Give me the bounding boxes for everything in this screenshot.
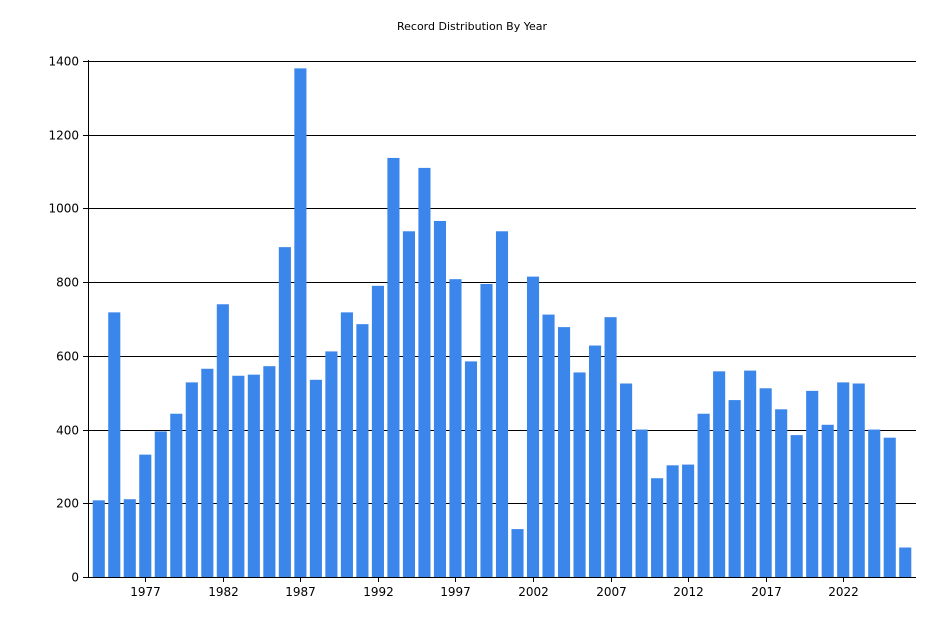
x-axis-ticks: 1977 1982 1987 1992 1997 2002 2007 2012 2017 2022 <box>130 577 859 599</box>
bar-1977 <box>139 454 152 577</box>
y-tick-label-200: 200 <box>56 497 79 511</box>
bar-2014 <box>713 371 726 577</box>
bar-2006 <box>589 345 602 577</box>
bar-2018 <box>775 409 788 577</box>
bar-2022 <box>837 382 850 577</box>
x-tick-label-2002: 2002 <box>518 585 549 599</box>
y-tick-label-400: 400 <box>56 424 79 438</box>
bar-2013 <box>697 413 710 577</box>
chart-title: Record Distribution By Year <box>397 20 547 33</box>
x-tick-label-2017: 2017 <box>751 585 782 599</box>
bar-1992 <box>371 285 384 577</box>
bar-2009 <box>635 429 648 577</box>
bar-2002 <box>526 276 540 577</box>
bar-2003 <box>542 314 555 577</box>
x-tick-label-1997: 1997 <box>440 585 471 599</box>
x-tick-label-1987: 1987 <box>285 585 316 599</box>
bar-1994 <box>402 231 415 577</box>
y-tick-label-1400: 1400 <box>48 55 79 69</box>
bars <box>92 68 912 578</box>
bar-1995 <box>418 167 431 577</box>
bar-2012 <box>682 464 695 577</box>
bar-1979 <box>170 413 183 577</box>
x-tick-label-2022: 2022 <box>828 585 859 599</box>
bar-1980 <box>185 382 198 577</box>
bar-2011 <box>666 465 679 577</box>
bar-2025 <box>883 437 896 577</box>
bar-2023 <box>852 383 865 577</box>
bar-1991 <box>356 324 369 577</box>
bar-1984 <box>247 374 260 577</box>
bar-2007 <box>604 317 617 577</box>
bar-1978 <box>154 431 167 577</box>
bar-2015 <box>728 400 741 577</box>
bar-1990 <box>340 312 353 577</box>
bar-2020 <box>806 390 819 577</box>
bar-2004 <box>557 327 571 577</box>
y-axis-ticks: 0 200 400 600 800 1000 1200 1400 <box>48 55 88 585</box>
bar-1997 <box>449 279 462 577</box>
bar-2019 <box>790 435 803 577</box>
bar-2005 <box>573 372 586 577</box>
y-tick-label-1000: 1000 <box>48 202 79 216</box>
bar-1989 <box>325 351 338 577</box>
bar-1981 <box>201 368 214 577</box>
bar-2021 <box>821 424 834 577</box>
bar-1986 <box>278 247 291 577</box>
bar-1993 <box>387 157 400 577</box>
axes <box>88 60 916 578</box>
bar-1996 <box>433 220 447 577</box>
bar-2024 <box>868 429 881 577</box>
x-tick-label-2007: 2007 <box>596 585 627 599</box>
y-tick-label-0: 0 <box>71 571 79 585</box>
bar-2008 <box>620 383 633 577</box>
bar-2010 <box>651 478 664 577</box>
x-tick-label-2012: 2012 <box>673 585 704 599</box>
bar-2000 <box>495 231 509 577</box>
bar-2026 <box>899 547 912 577</box>
bar-1985 <box>263 366 276 577</box>
bar-2016 <box>744 370 757 577</box>
x-tick-label-1982: 1982 <box>208 585 239 599</box>
bar-1987 <box>294 68 307 578</box>
y-tick-label-1200: 1200 <box>48 129 79 143</box>
bar-1975 <box>108 312 121 577</box>
bar-1988 <box>309 379 322 577</box>
x-tick-label-1992: 1992 <box>363 585 394 599</box>
x-tick-label-1977: 1977 <box>130 585 161 599</box>
bar-2001 <box>511 529 524 577</box>
bar-1976 <box>123 499 136 577</box>
bar-1974 <box>92 500 105 577</box>
bar-1999 <box>480 283 493 577</box>
bar-1982 <box>216 304 229 577</box>
bar-2017 <box>759 388 772 577</box>
y-tick-label-800: 800 <box>56 276 79 290</box>
bar-1998 <box>464 361 478 577</box>
y-tick-label-600: 600 <box>56 350 79 364</box>
bar-1983 <box>232 375 245 577</box>
